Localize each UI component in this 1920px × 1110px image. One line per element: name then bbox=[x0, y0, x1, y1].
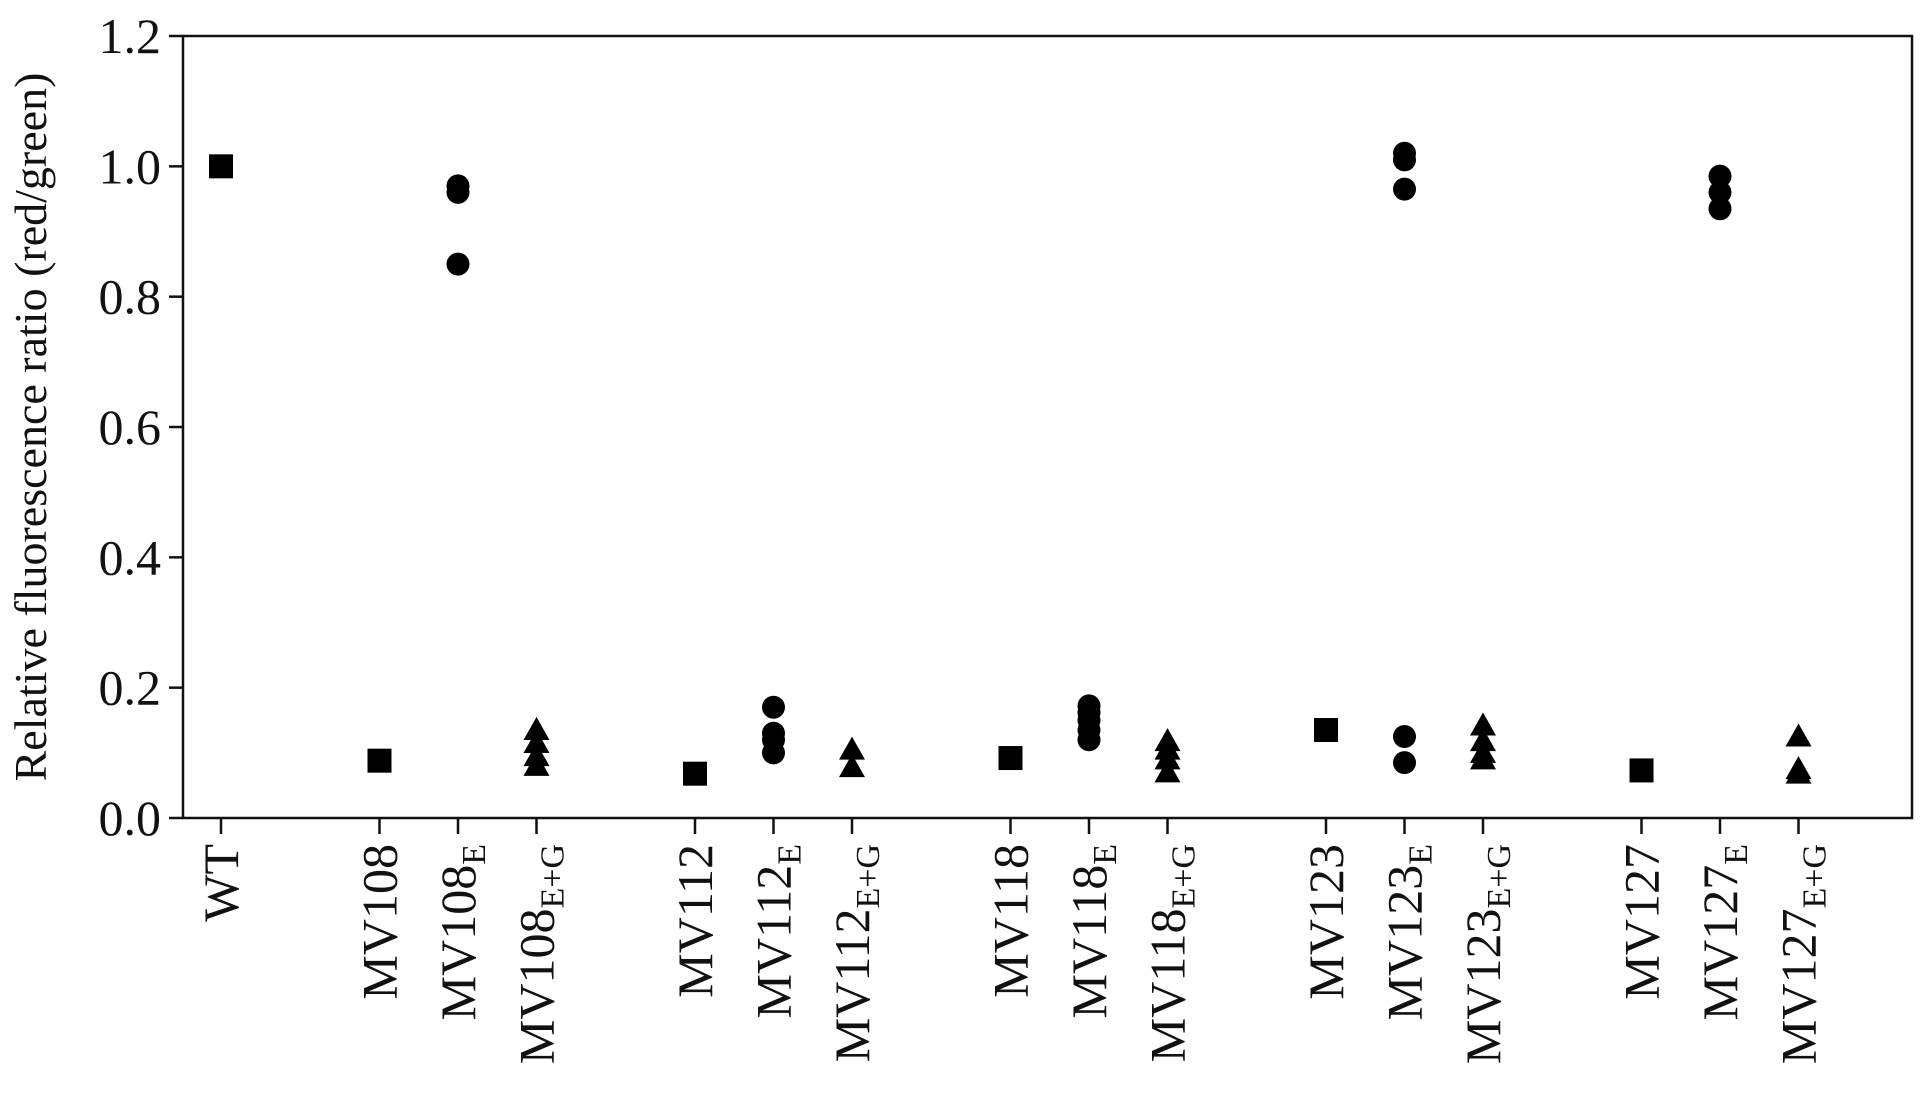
triangle-point bbox=[1470, 739, 1496, 763]
x-tick-label: MV118E bbox=[1061, 844, 1124, 1019]
triangle-point bbox=[1785, 723, 1812, 747]
category-subscript: E+G bbox=[535, 844, 572, 909]
x-tick-label: MV127E bbox=[1692, 844, 1755, 1020]
y-tick-label: 0.8 bbox=[99, 269, 162, 325]
x-tick-label: MV108E+G bbox=[509, 844, 572, 1064]
circle-point bbox=[762, 695, 785, 719]
category-subscript: E bbox=[1718, 844, 1755, 865]
square-point bbox=[998, 746, 1023, 771]
x-tick-label: MV112E+G bbox=[824, 844, 887, 1062]
category-subscript: E bbox=[1087, 844, 1124, 865]
circle-point bbox=[1708, 197, 1732, 221]
circle-point bbox=[1393, 725, 1416, 749]
axis-labels: 0.00.20.40.60.81.01.2WT MV108 MV108EMV108E… bbox=[99, 8, 1834, 1064]
category-name: MV108 bbox=[509, 909, 565, 1065]
category-name: MV127 bbox=[1692, 865, 1748, 1021]
circle-point bbox=[762, 721, 785, 745]
category-subscript: E bbox=[772, 844, 809, 865]
category-name: MV112 bbox=[824, 909, 880, 1063]
circle-point bbox=[446, 174, 470, 198]
category-subscript: E+G bbox=[1481, 844, 1518, 909]
x-tick-label: MV123E+G bbox=[1455, 844, 1518, 1064]
x-tick-label: MV112E bbox=[746, 844, 809, 1019]
triangle-point bbox=[523, 743, 550, 767]
square-point bbox=[683, 761, 707, 786]
y-tick-label: 1.0 bbox=[99, 138, 162, 194]
triangle-point bbox=[839, 736, 865, 760]
category-subscript: E+G bbox=[1166, 844, 1203, 909]
category-name: MV118 bbox=[1140, 909, 1196, 1063]
circle-point bbox=[1393, 751, 1416, 775]
category-name: MV112 bbox=[746, 865, 802, 1019]
circle-point bbox=[1077, 694, 1101, 718]
x-tick-label: MV108E bbox=[430, 844, 493, 1020]
category-name: MV112 bbox=[667, 844, 723, 998]
triangle-point bbox=[1154, 728, 1181, 752]
x-tick-label: MV118E+G bbox=[1140, 844, 1203, 1062]
category-name: MV123 bbox=[1298, 844, 1354, 1000]
y-axis-label: Relative fluorescence ratio (red/green) bbox=[5, 73, 56, 782]
square-point bbox=[209, 154, 233, 179]
triangle-point bbox=[523, 717, 550, 741]
circle-point bbox=[1708, 164, 1732, 188]
category-name: MV123 bbox=[1455, 909, 1511, 1065]
data-points bbox=[209, 141, 1812, 786]
square-point bbox=[1629, 758, 1654, 783]
x-tick-label: MV108 bbox=[352, 844, 408, 1000]
circle-point bbox=[1393, 177, 1416, 201]
category-name: MV127 bbox=[1771, 909, 1827, 1065]
category-subscript: E+G bbox=[1797, 844, 1834, 909]
category-name: MV127 bbox=[1614, 844, 1670, 1000]
x-tick-label: MV123E bbox=[1377, 844, 1440, 1020]
triangle-point bbox=[1470, 712, 1496, 736]
circle-point bbox=[446, 252, 470, 276]
category-name: MV108 bbox=[352, 844, 408, 1000]
triangle-point bbox=[839, 754, 865, 778]
x-tick-label: MV112 bbox=[667, 844, 723, 998]
category-subscript: E+G bbox=[850, 844, 887, 909]
triangle-point bbox=[1470, 728, 1496, 752]
y-tick-label: 0.0 bbox=[99, 790, 162, 846]
circle-point bbox=[1708, 180, 1732, 204]
triangle-point bbox=[1785, 756, 1812, 780]
y-tick-label: 0.2 bbox=[99, 660, 162, 716]
triangle-point bbox=[1154, 759, 1181, 783]
category-subscript: E bbox=[456, 844, 493, 865]
x-tick-label: MV127 bbox=[1614, 844, 1670, 1000]
x-tick-label: MV123 bbox=[1298, 844, 1354, 1000]
category-name: WT bbox=[193, 844, 249, 922]
square-point bbox=[1314, 718, 1338, 743]
category-name: MV118 bbox=[1061, 865, 1117, 1019]
x-tick-label: MV118 bbox=[983, 844, 1039, 998]
y-tick-label: 1.2 bbox=[99, 8, 162, 64]
y-tick-label: 0.6 bbox=[99, 399, 162, 455]
axes bbox=[169, 34, 1914, 834]
y-tick-label: 0.4 bbox=[99, 529, 162, 585]
circle-point bbox=[1393, 141, 1416, 165]
plot-frame bbox=[181, 34, 1914, 820]
category-name: MV123 bbox=[1377, 865, 1433, 1021]
category-name: MV118 bbox=[983, 844, 1039, 998]
x-tick-label: MV127E+G bbox=[1771, 844, 1834, 1064]
x-tick-label: WT bbox=[193, 844, 249, 922]
category-subscript: E bbox=[1403, 844, 1440, 865]
square-point bbox=[367, 748, 392, 773]
category-name: MV108 bbox=[430, 865, 486, 1021]
triangle-point bbox=[523, 730, 550, 754]
